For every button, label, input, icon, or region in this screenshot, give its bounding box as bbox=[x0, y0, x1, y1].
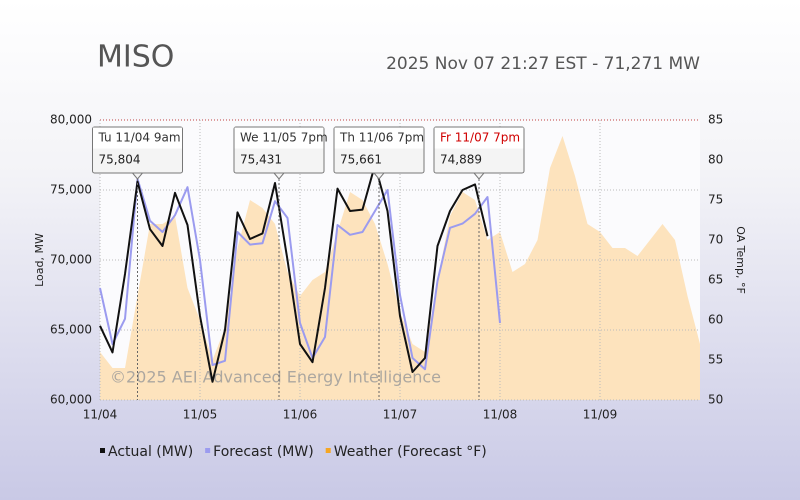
y-axis-label: Load, MW bbox=[33, 233, 46, 287]
x-tick-label: 11/08 bbox=[483, 408, 518, 422]
tooltip-date: Th 11/06 7pm bbox=[339, 131, 424, 145]
y-tick-label: 70,000 bbox=[50, 253, 92, 267]
weather-area bbox=[100, 136, 700, 400]
y2-tick-label: 50 bbox=[708, 393, 723, 407]
y2-tick-label: 70 bbox=[708, 233, 723, 247]
y-tick-label: 80,000 bbox=[50, 113, 92, 127]
legend-swatch bbox=[325, 448, 331, 453]
y-tick-label: 75,000 bbox=[50, 183, 92, 197]
tooltip-value: 75,804 bbox=[99, 153, 141, 167]
y2-axis-label: OA Temp, °F bbox=[734, 226, 747, 294]
y2-tick-label: 65 bbox=[708, 273, 723, 287]
legend-label: Actual (MW) bbox=[108, 444, 193, 460]
series-line bbox=[99, 163, 489, 383]
y2-tick-label: 75 bbox=[708, 193, 723, 207]
tooltip-header bbox=[93, 127, 182, 149]
tooltip-date: Fr 11/07 7pm bbox=[440, 131, 520, 145]
tooltip-header bbox=[334, 127, 424, 149]
y2-tick-label: 80 bbox=[708, 153, 723, 167]
x-tick-label: 11/04 bbox=[83, 408, 118, 422]
x-tick-label: 11/09 bbox=[583, 408, 618, 422]
x-tick-label: 11/06 bbox=[283, 408, 318, 422]
tooltip-value: 75,661 bbox=[340, 153, 382, 167]
tooltip-pointer bbox=[472, 172, 486, 180]
x-tick-label: 11/05 bbox=[183, 408, 218, 422]
tooltip-header bbox=[234, 127, 324, 149]
x-tick-label: 11/07 bbox=[383, 408, 418, 422]
y-tick-label: 65,000 bbox=[50, 323, 92, 337]
y2-tick-label: 60 bbox=[708, 313, 723, 327]
tooltip-value: 74,889 bbox=[440, 153, 482, 167]
legend-swatch bbox=[100, 448, 105, 453]
y-tick-label: 60,000 bbox=[50, 393, 92, 407]
y2-tick-label: 55 bbox=[708, 353, 723, 367]
tooltip-pointer bbox=[131, 172, 144, 180]
legend-swatch bbox=[205, 448, 211, 453]
chart-title: MISO bbox=[97, 40, 174, 75]
tooltip-pointer bbox=[372, 172, 386, 180]
tooltip-header bbox=[434, 127, 524, 149]
legend-label: Forecast (MW) bbox=[213, 444, 314, 460]
tooltip-value: 75,431 bbox=[240, 153, 282, 167]
tooltip-pointer bbox=[272, 172, 286, 180]
watermark: ©2025 AEI Advanced Energy Intelligence bbox=[110, 368, 441, 387]
tooltip-date: Tu 11/04 9am bbox=[98, 131, 181, 145]
y2-tick-label: 85 bbox=[708, 113, 723, 127]
tooltip-date: We 11/05 7pm bbox=[240, 131, 328, 145]
subtitle: 2025 Nov 07 21:27 EST - 71,271 MW bbox=[386, 54, 700, 74]
legend-label: Weather (Forecast °F) bbox=[334, 444, 487, 460]
